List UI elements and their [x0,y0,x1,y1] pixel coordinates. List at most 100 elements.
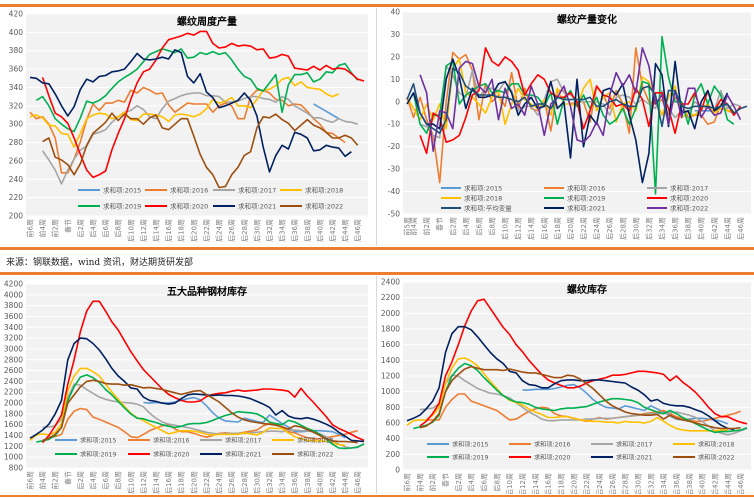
legend-label: 求和项:2022 [670,204,708,213]
x-tick-label: 后42周 [328,471,337,494]
x-tick-label: 后10周 [126,471,135,494]
x-tick-label: 前4周 [415,473,424,491]
series-line-2019 [36,374,365,450]
legend-label: 求和项:2018 [297,437,333,445]
chart-svg-rebar-inventory: 0 200 400 600 800 1000 1200 1400 1600 1800 2000 220… [381,278,751,494]
y-tick-label: 1600 [4,420,23,429]
y-tick-label: 1000 [381,387,400,396]
x-tick-label: 后18周 [556,473,565,494]
x-tick-label: 后6周 [479,473,488,491]
x-tick-label: 后18周 [553,217,562,240]
x-tick-label: 后40周 [315,219,324,242]
x-tick-label: 后46周 [353,219,362,242]
y-tick-label: 10 [390,75,400,84]
y-tick-label: 400 [9,28,24,37]
legend-label: 求和项:2020 [153,451,189,459]
y-tick-label: 200 [386,450,401,459]
y-tick-label: 200 [9,212,24,221]
legend-label: 求和项:2022 [305,202,343,211]
chart-title: 螺纹周度产量 [177,15,237,28]
x-tick-label: 后2周 [454,473,463,491]
x-tick-label: 后8周 [492,473,501,491]
y-tick-label: 1800 [4,409,23,418]
x-tick-label: 后2周 [76,219,85,237]
x-tick-label: 后16周 [544,473,553,494]
series-line-2022 [419,365,741,430]
x-tick-label: 后6周 [101,219,110,237]
y-tick-label: 0 [395,97,400,106]
legend-label: 求和项:2015 [452,441,488,449]
y-tick-label: 420 [9,10,24,19]
chart-title: 螺纹库存 [567,283,607,296]
y-tick-label: 2800 [4,355,23,364]
legend-label: 求和项:2015 [464,184,502,193]
x-tick-label: 后16周 [164,471,173,494]
x-tick-label: 前5周 [403,217,412,235]
legend-label: 求和项:2019 [80,451,116,459]
legend-label: 求和项:2017 [670,184,708,193]
y-tick-label: 3800 [4,301,23,310]
series-line-2016 [48,407,358,440]
y-tick-label: -40 [388,187,400,196]
y-tick-label: 400 [386,434,401,443]
x-tick-label: 后36周 [290,219,299,242]
y-tick-label: 600 [386,419,401,428]
x-tick-label: 后8周 [114,219,123,237]
chart-title: 五大品种钢材库存 [167,285,247,298]
y-tick-label: -50 [388,210,400,219]
legend-label: 求和项:2016 [170,186,208,195]
x-tick-label: 后4周 [89,471,98,489]
legend-label: 求和项:2021 [238,202,276,211]
legend-label: 求和项:2018 [698,441,734,449]
y-tick-label: 1200 [381,372,400,381]
x-tick-label: 后44周 [723,217,732,240]
x-tick-label: 后26周 [227,219,236,242]
x-tick-label: 后38周 [684,217,693,240]
y-tick-label: 800 [386,403,401,412]
chart-rebar-output-change: -50 -40 -30 -20 -10 0 10 20 30 40 螺纹产量变化 前5周 前4周 前2周春… [379,8,754,246]
x-tick-label: 前6周 [26,471,35,489]
x-tick-label: 后20周 [566,217,575,240]
legend-label: 求和项:2021 [616,454,652,462]
series-line-2015 [522,383,729,425]
series-line-2021 [29,49,352,173]
x-tick-label: 后2周 [76,471,85,489]
x-tick-label: 后16周 [540,217,549,240]
x-tick-label: 后18周 [177,471,186,494]
legend-label: 求和项:2019 [452,454,488,462]
series-line-2020 [419,298,748,427]
y-tick-label: 3600 [4,312,23,321]
x-tick-label: 后8周 [114,471,123,489]
x-tick-label: 后40周 [315,471,324,494]
x-tick-label: 后22周 [582,473,591,494]
y-tick-label: 2400 [381,278,400,287]
legend-label: 求和项:2022 [698,454,734,462]
y-tick-label: 320 [9,101,24,110]
y-tick-label: 4000 [4,290,23,299]
x-tick-label: 后16周 [164,219,173,242]
x-tick-label: 后12周 [518,473,527,494]
y-tick-label: 2200 [381,293,400,302]
chart-rebar-inventory: 0 200 400 600 800 1000 1200 1400 1600 1800 2000 220… [379,276,754,494]
x-tick-label: 后24周 [215,471,224,494]
chart-svg-rebar-output-change: -50 -40 -30 -20 -10 0 10 20 30 40 螺纹产量变化前5周前4周 前2周春… [388,8,751,240]
y-tick-label: 380 [9,46,24,55]
x-tick-label: 后34周 [278,219,287,242]
x-tick-label: 后36周 [671,217,680,240]
series-line-2020 [42,300,365,444]
plot-area [403,12,751,214]
x-tick-label: 后28周 [240,471,249,494]
x-tick-label: 后46周 [736,473,745,494]
y-tick-label: 30 [390,30,400,39]
x-tick-label: 后26周 [605,217,614,240]
y-tick-label: 2000 [4,399,23,408]
x-tick-label: 后18周 [177,219,186,242]
x-tick-label: 后44周 [341,219,350,242]
panel-divider-top [376,8,377,246]
x-tick-label: 后8周 [488,217,497,235]
x-tick-label: 后28周 [618,217,627,240]
x-tick-label: 后44周 [723,473,732,494]
series-line-2015 [313,103,340,120]
x-tick-label: 前4周 [409,217,418,235]
